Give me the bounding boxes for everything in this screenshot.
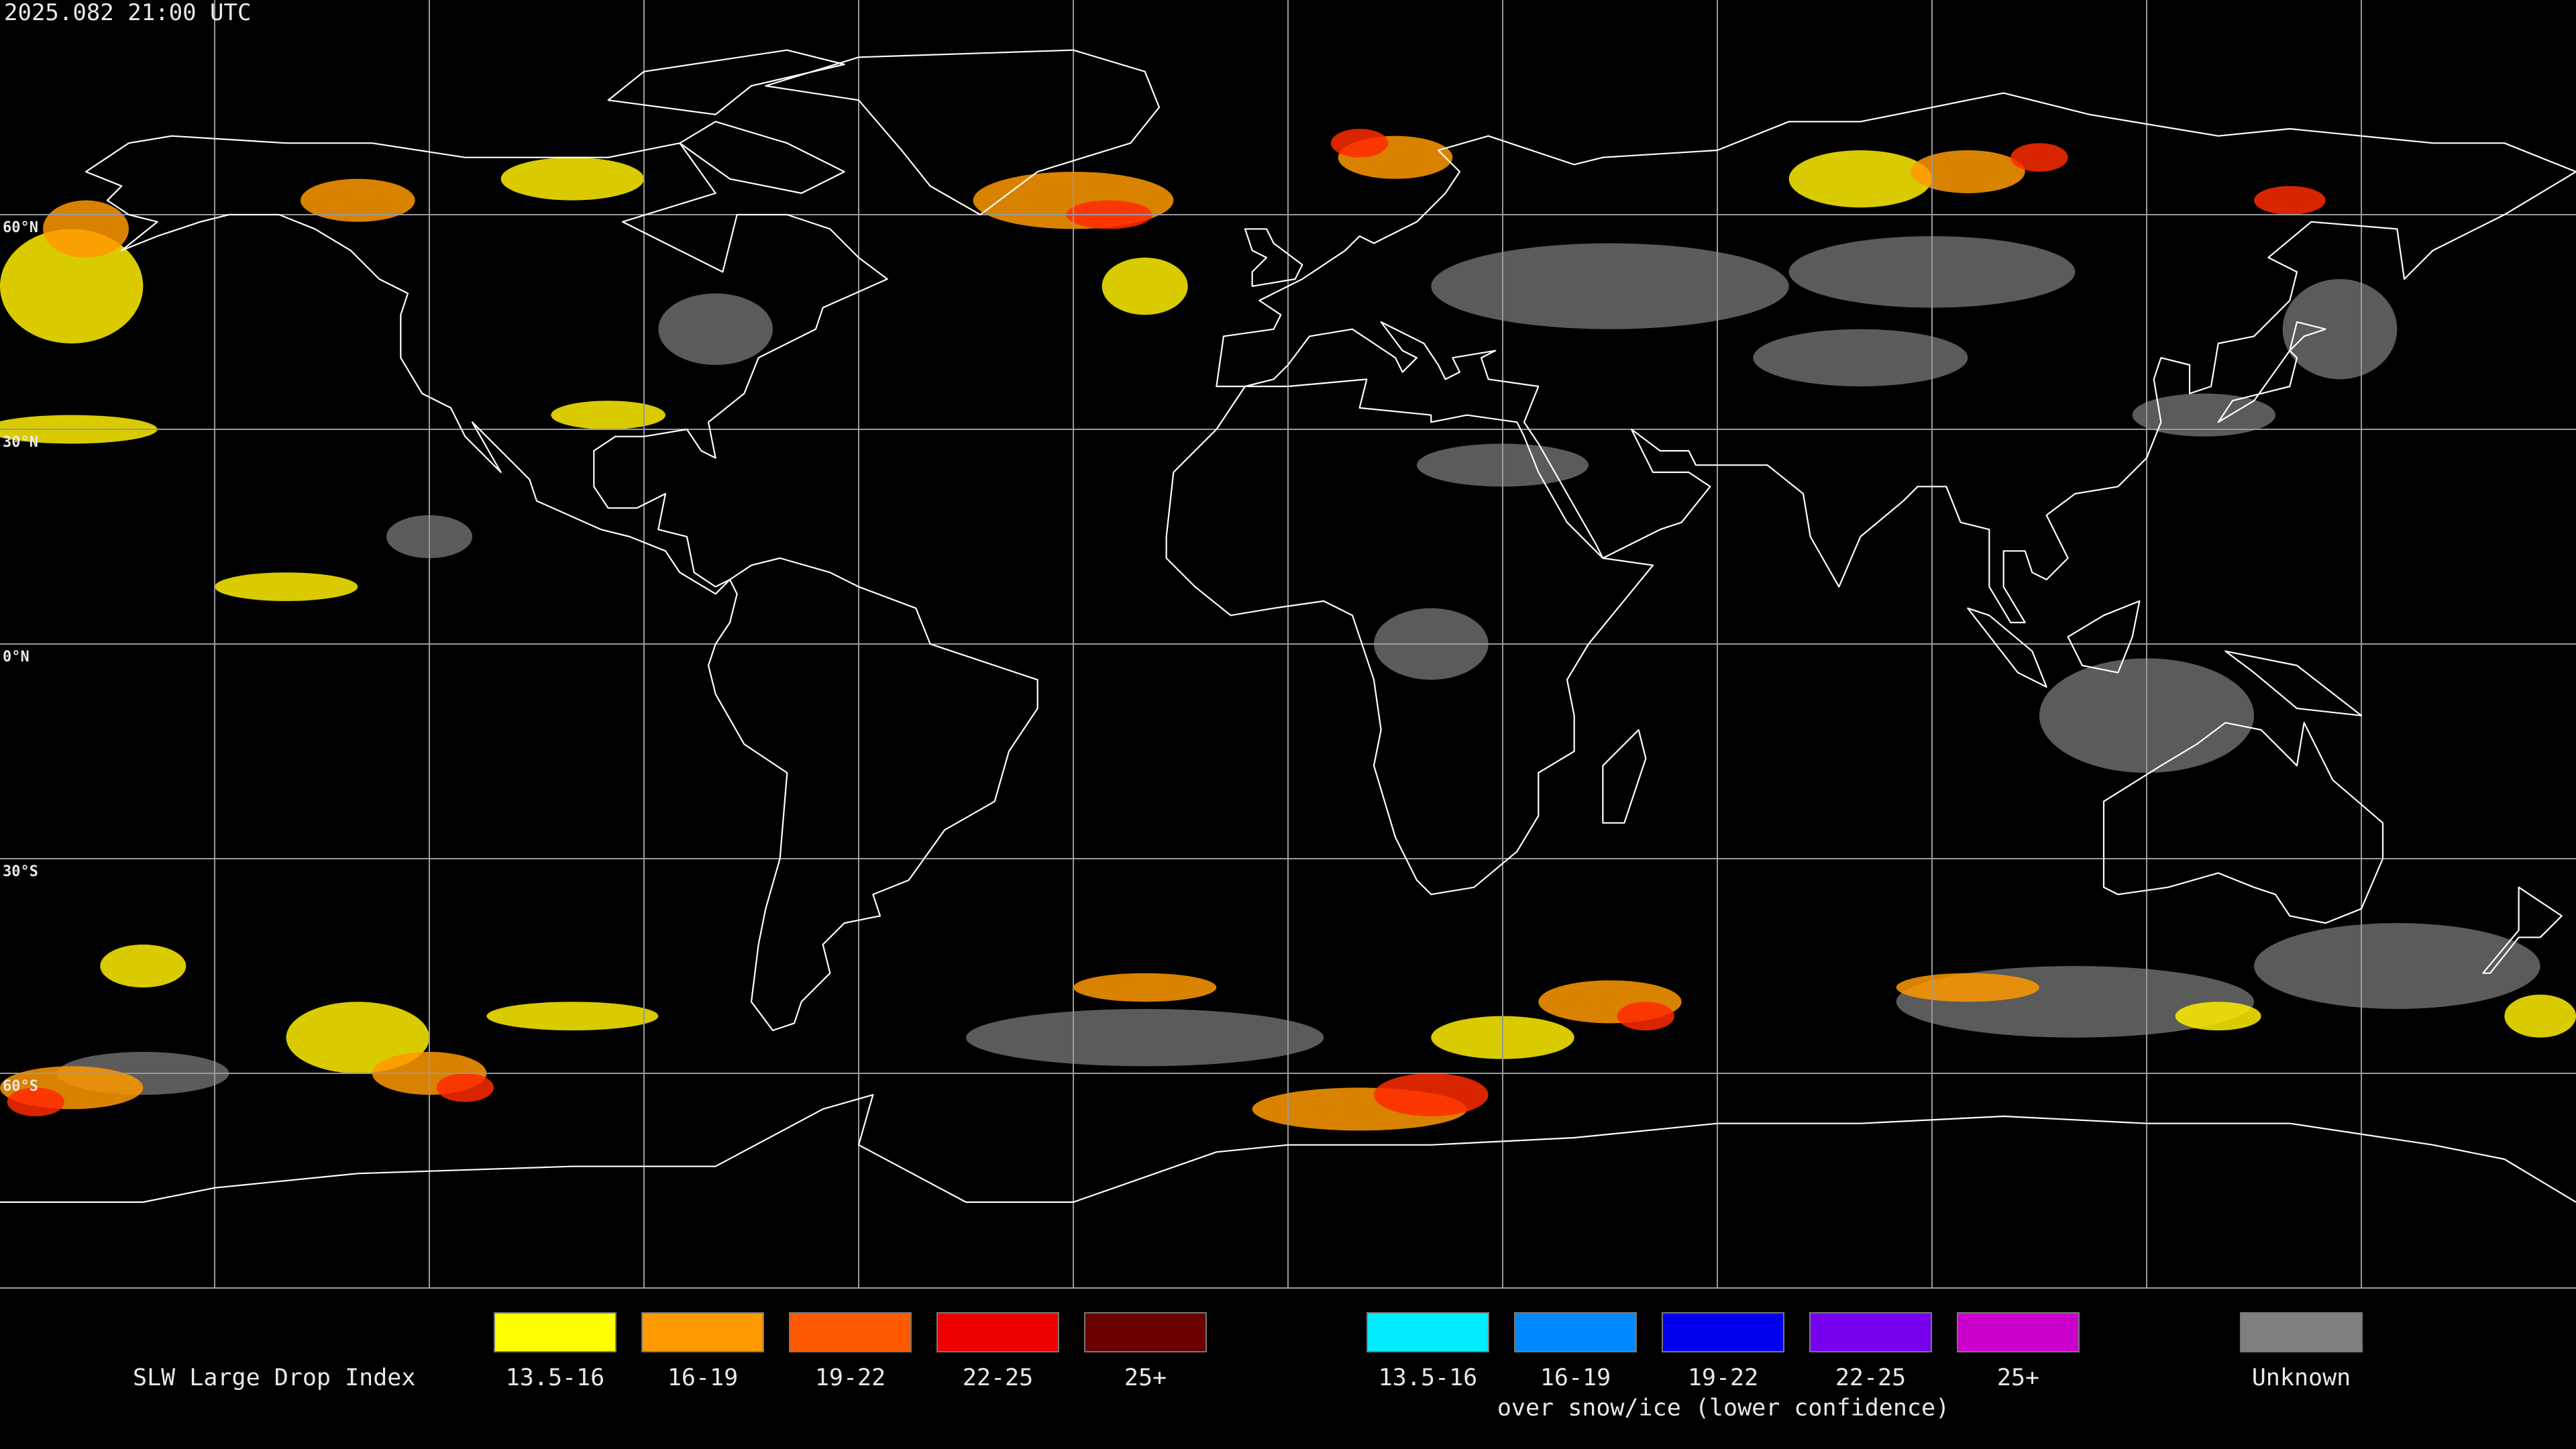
legend-swatch bbox=[641, 1312, 764, 1352]
legend-label: 25+ bbox=[1997, 1364, 2039, 1391]
latitude-label: 30°S bbox=[3, 863, 38, 880]
legend-swatch bbox=[2240, 1312, 2363, 1352]
unknown-clouds bbox=[57, 235, 2540, 1095]
legend-swatch bbox=[1514, 1312, 1637, 1352]
legend-swatch bbox=[1809, 1312, 1932, 1352]
legend-swatch bbox=[1084, 1312, 1207, 1352]
legend-label: 19-22 bbox=[1688, 1364, 1758, 1391]
legend-label: 25+ bbox=[1124, 1364, 1167, 1391]
legend-label: 19-22 bbox=[815, 1364, 885, 1391]
legend-label: 16-19 bbox=[1540, 1364, 1611, 1391]
legend-swatch bbox=[1957, 1312, 2080, 1352]
timestamp: 2025.082 21:00 UTC bbox=[4, 0, 251, 26]
legend-label: 13.5-16 bbox=[506, 1364, 605, 1391]
latitude-label: 30°N bbox=[3, 434, 38, 451]
latitude-label: 60°N bbox=[3, 219, 38, 236]
legend-swatch bbox=[936, 1312, 1059, 1352]
legend-label: 13.5-16 bbox=[1379, 1364, 1478, 1391]
legend-label: 16-19 bbox=[667, 1364, 738, 1391]
latitude-label: 60°S bbox=[3, 1078, 38, 1095]
legend-swatch bbox=[494, 1312, 616, 1352]
map bbox=[0, 0, 2576, 1288]
legend-swatch bbox=[1366, 1312, 1489, 1352]
legend-label: 22-25 bbox=[963, 1364, 1033, 1391]
legend-label: 22-25 bbox=[1835, 1364, 1906, 1391]
grid bbox=[0, 0, 2576, 1288]
legend-label: Unknown bbox=[2252, 1364, 2351, 1391]
legend-caption: over snow/ice (lower confidence) bbox=[1497, 1395, 1949, 1421]
legend-swatch bbox=[789, 1312, 912, 1352]
latitude-label: 0°N bbox=[3, 649, 30, 665]
legend-swatch bbox=[1662, 1312, 1784, 1352]
coastlines bbox=[0, 50, 2576, 1202]
legend-title: SLW Large Drop Index bbox=[133, 1364, 415, 1391]
